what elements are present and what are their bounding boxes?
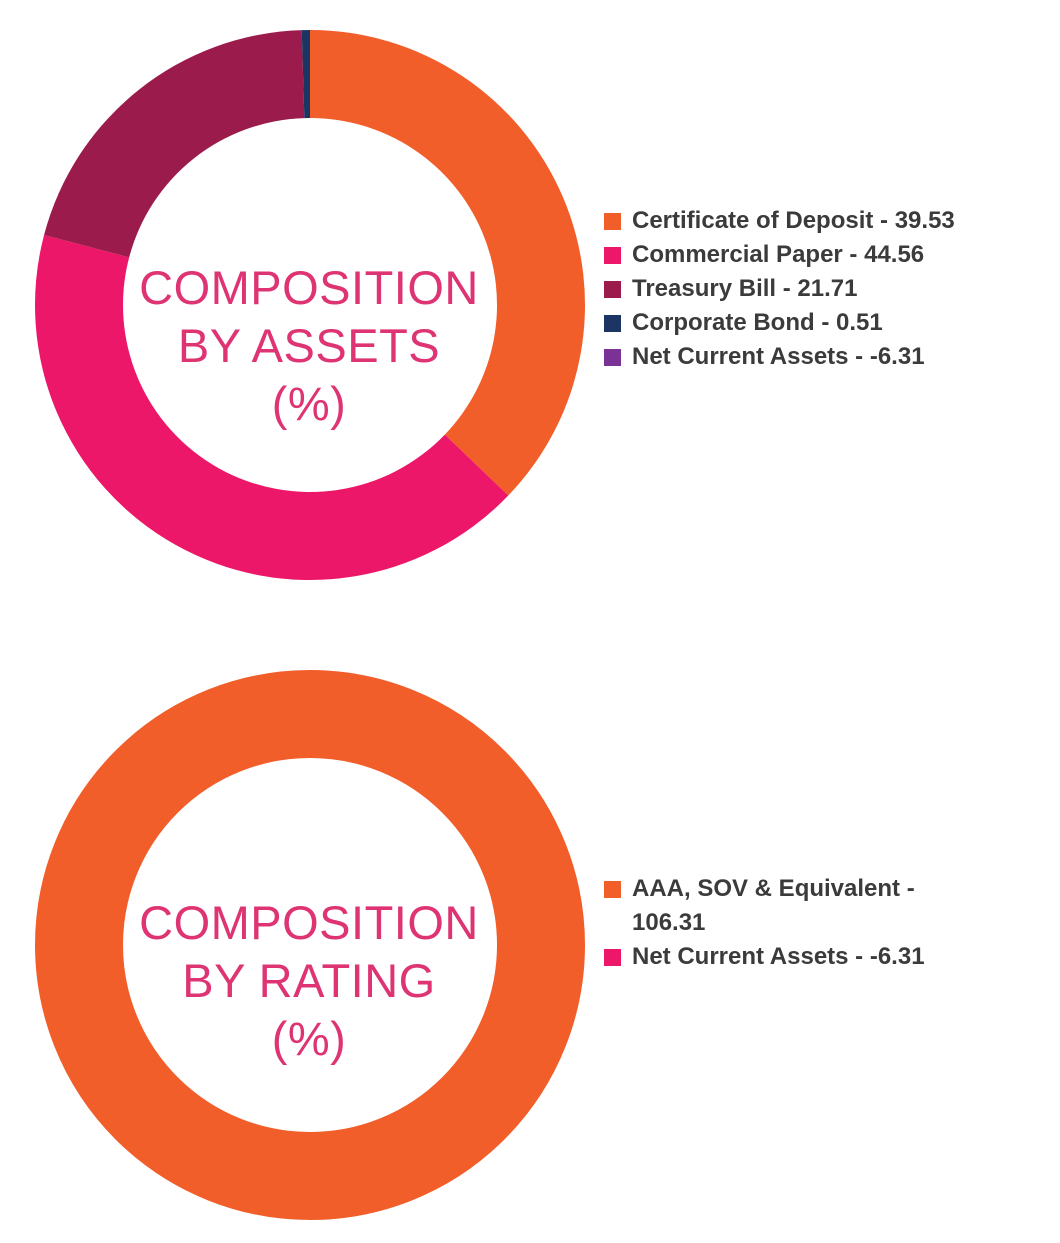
assets-chart: COMPOSITION BY ASSETS (%) Certificate of…	[0, 0, 1060, 600]
legend-label-aaa-sov-equivalent-line-2: 106.31	[632, 909, 706, 936]
legend-item-certificate-of-deposit: Certificate of Deposit - 39.53	[604, 204, 1024, 238]
legend-label-rating-net-current-assets: Net Current Assets - -6.31	[632, 943, 925, 970]
rating-chart: COMPOSITION BY RATING (%) AAA, SOV & Equ…	[0, 640, 1060, 1240]
rating-title-line-1: COMPOSITION	[139, 896, 479, 949]
legend-swatch-commercial-paper	[604, 247, 621, 264]
legend-label-net-current-assets: Net Current Assets - -6.31	[632, 343, 925, 370]
legend-swatch-net-current-assets	[604, 349, 621, 366]
slice-aaa-sov-equivalent	[35, 670, 585, 1220]
legend-item-commercial-paper: Commercial Paper - 44.56	[604, 238, 1024, 272]
assets-donut	[34, 30, 585, 581]
legend-item-rating-net-current-assets: Net Current Assets - -6.31	[604, 940, 1024, 974]
assets-title-line-2: BY ASSETS	[177, 319, 441, 372]
legend-swatch-aaa-sov-equivalent	[604, 881, 621, 898]
rating-title-line-2: BY RATING	[182, 954, 436, 1007]
legend-label-certificate-of-deposit: Certificate of Deposit - 39.53	[632, 207, 955, 234]
slice-corporate-bond	[301, 30, 310, 119]
legend-item-aaa-sov-equivalent: AAA, SOV & Equivalent - 106.31	[604, 872, 1024, 940]
legend-label-aaa-sov-equivalent-line-1: AAA, SOV & Equivalent -	[632, 875, 915, 902]
assets-chart-title: COMPOSITION BY ASSETS (%)	[124, 259, 494, 433]
legend-item-net-current-assets: Net Current Assets - -6.31	[604, 340, 1024, 374]
assets-legend: Certificate of Deposit - 39.53 Commercia…	[604, 204, 1024, 374]
legend-swatch-corporate-bond	[604, 315, 621, 332]
legend-swatch-treasury-bill	[604, 281, 621, 298]
legend-swatch-rating-net-current-assets	[604, 949, 621, 966]
legend-item-treasury-bill: Treasury Bill - 21.71	[604, 272, 1024, 306]
legend-label-treasury-bill: Treasury Bill - 21.71	[632, 275, 858, 302]
rating-title-line-3: (%)	[271, 1012, 347, 1065]
legend-label-corporate-bond: Corporate Bond - 0.51	[632, 309, 883, 336]
legend-label-commercial-paper: Commercial Paper - 44.56	[632, 241, 925, 268]
rating-legend: AAA, SOV & Equivalent - 106.31 Net Curre…	[604, 872, 1024, 974]
rating-chart-title: COMPOSITION BY RATING (%)	[124, 894, 494, 1068]
slice-commercial-paper	[34, 234, 509, 581]
assets-title-line-3: (%)	[271, 377, 347, 430]
slice-treasury-bill	[44, 30, 305, 258]
legend-item-corporate-bond: Corporate Bond - 0.51	[604, 306, 1024, 340]
slice-certificate-of-deposit	[310, 30, 585, 496]
rating-donut	[35, 670, 585, 1220]
assets-title-line-1: COMPOSITION	[139, 261, 479, 314]
legend-swatch-certificate-of-deposit	[604, 213, 621, 230]
